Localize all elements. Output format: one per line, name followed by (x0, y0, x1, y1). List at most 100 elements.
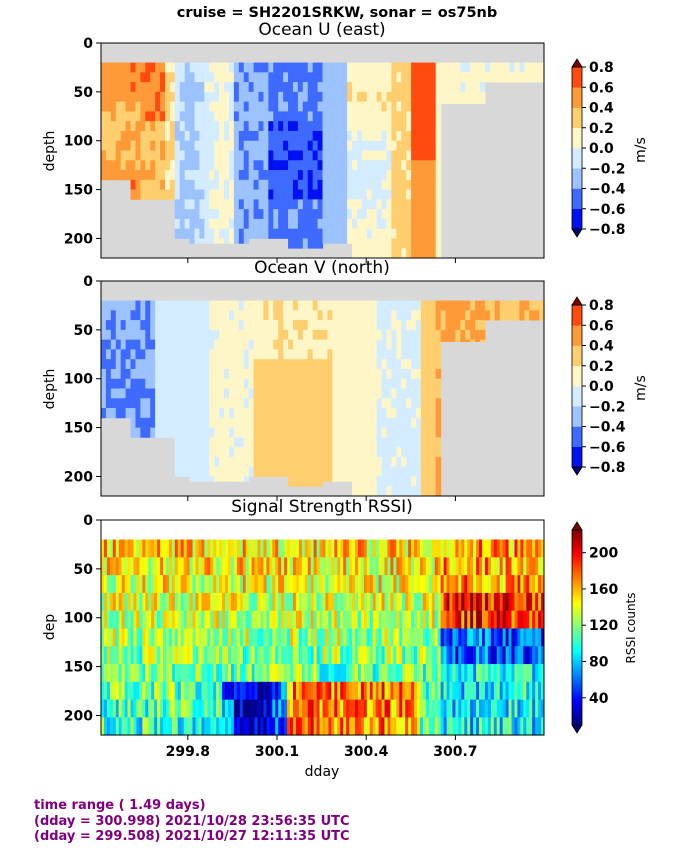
contour-cell (174, 82, 181, 93)
rssi-cell (101, 628, 105, 647)
contour-cell (307, 91, 314, 103)
contour-cell (209, 101, 215, 112)
rssi-cell (310, 539, 315, 558)
contour-cell (361, 199, 368, 210)
contour-cell (504, 62, 511, 73)
contour-cell (297, 121, 304, 132)
rssi-cell (245, 699, 250, 718)
contour-cell (238, 320, 245, 331)
contour-cell (160, 408, 166, 419)
rssi-cell (349, 628, 353, 647)
contour-cell (337, 378, 343, 389)
contour-cell (101, 101, 107, 112)
contour-cell (307, 388, 314, 399)
contour-cell (307, 417, 314, 428)
contour-cell (435, 378, 442, 389)
contour-cell (160, 179, 166, 190)
contour-cell (258, 300, 265, 311)
contour-cell (401, 91, 407, 103)
contour-cell (450, 72, 456, 83)
rssi-cell (310, 592, 315, 612)
contour-cell (411, 140, 417, 151)
rssi-cell (295, 681, 300, 701)
contour-cell (135, 160, 141, 171)
contour-cell (155, 130, 161, 142)
contour-cell (381, 189, 388, 200)
rssi-cell (260, 646, 264, 665)
rssi-cell (431, 699, 436, 718)
contour-cell (322, 378, 329, 389)
rssi-cell (334, 557, 338, 576)
contour-cell (391, 486, 397, 497)
contour-cell (539, 62, 545, 73)
contour-cell (416, 111, 422, 122)
contour-cell (209, 368, 215, 380)
rssi-cell (366, 664, 371, 683)
rssi-cell (422, 557, 427, 576)
contour-cell (233, 121, 240, 132)
rssi-cell (387, 699, 391, 718)
contour-cell (101, 368, 107, 380)
rssi-cell (541, 628, 545, 647)
contour-cell (317, 62, 324, 73)
contour-cell (465, 320, 471, 331)
rssi-cell (260, 557, 264, 576)
contour-cell (150, 111, 156, 122)
y-tick-label: 150 (64, 183, 93, 199)
contour-cell (238, 179, 245, 190)
contour-cell (401, 417, 407, 428)
rssi-cell (163, 610, 167, 629)
rssi-cell (372, 664, 377, 683)
contour-cell (322, 101, 329, 112)
colorbar-band (572, 406, 582, 427)
rssi-cell (225, 539, 229, 558)
rssi-cell (517, 664, 521, 683)
rssi-cell (127, 717, 132, 736)
contour-cell (233, 427, 240, 438)
rssi-cell (343, 610, 347, 629)
contour-cell (140, 300, 146, 311)
rssi-cell (455, 539, 459, 558)
rssi-cell (195, 664, 199, 683)
contour-cell (184, 111, 191, 122)
contour-cell (356, 82, 363, 93)
rssi-cell (222, 717, 226, 736)
rssi-cell (160, 717, 164, 736)
contour-cell (356, 140, 363, 151)
rssi-cell (239, 575, 244, 594)
rssi-cell (484, 646, 489, 665)
contour-cell (312, 437, 319, 448)
rssi-cell (467, 539, 471, 558)
contour-cell (406, 447, 412, 458)
contour-cell (233, 228, 240, 239)
rssi-cell (248, 557, 253, 576)
contour-cell (288, 349, 294, 360)
contour-cell (243, 189, 250, 200)
rssi-cell (319, 646, 323, 665)
contour-cell (233, 368, 240, 380)
colorbar-tick-label: 80 (589, 655, 609, 671)
contour-cell (430, 170, 437, 181)
rssi-cell (304, 664, 309, 683)
rssi-cell (213, 699, 217, 718)
rssi-cell (151, 557, 155, 576)
rssi-cell (360, 681, 365, 701)
contour-cell (371, 101, 378, 112)
contour-cell (327, 388, 333, 399)
rssi-cell (334, 646, 338, 665)
contour-cell (465, 300, 471, 311)
contour-cell (292, 189, 299, 200)
contour-cell (120, 359, 127, 370)
contour-cell (145, 111, 151, 122)
rssi-cell (366, 557, 371, 576)
contour-cell (209, 466, 215, 477)
contour-cell (164, 398, 171, 409)
contour-cell (214, 300, 220, 311)
rssi-cell (266, 664, 270, 683)
contour-cell (174, 160, 181, 171)
contour-cell (386, 329, 393, 341)
contour-cell (278, 130, 284, 142)
contour-cell (263, 160, 269, 171)
rssi-cell (490, 664, 495, 683)
rssi-cell (508, 592, 513, 612)
